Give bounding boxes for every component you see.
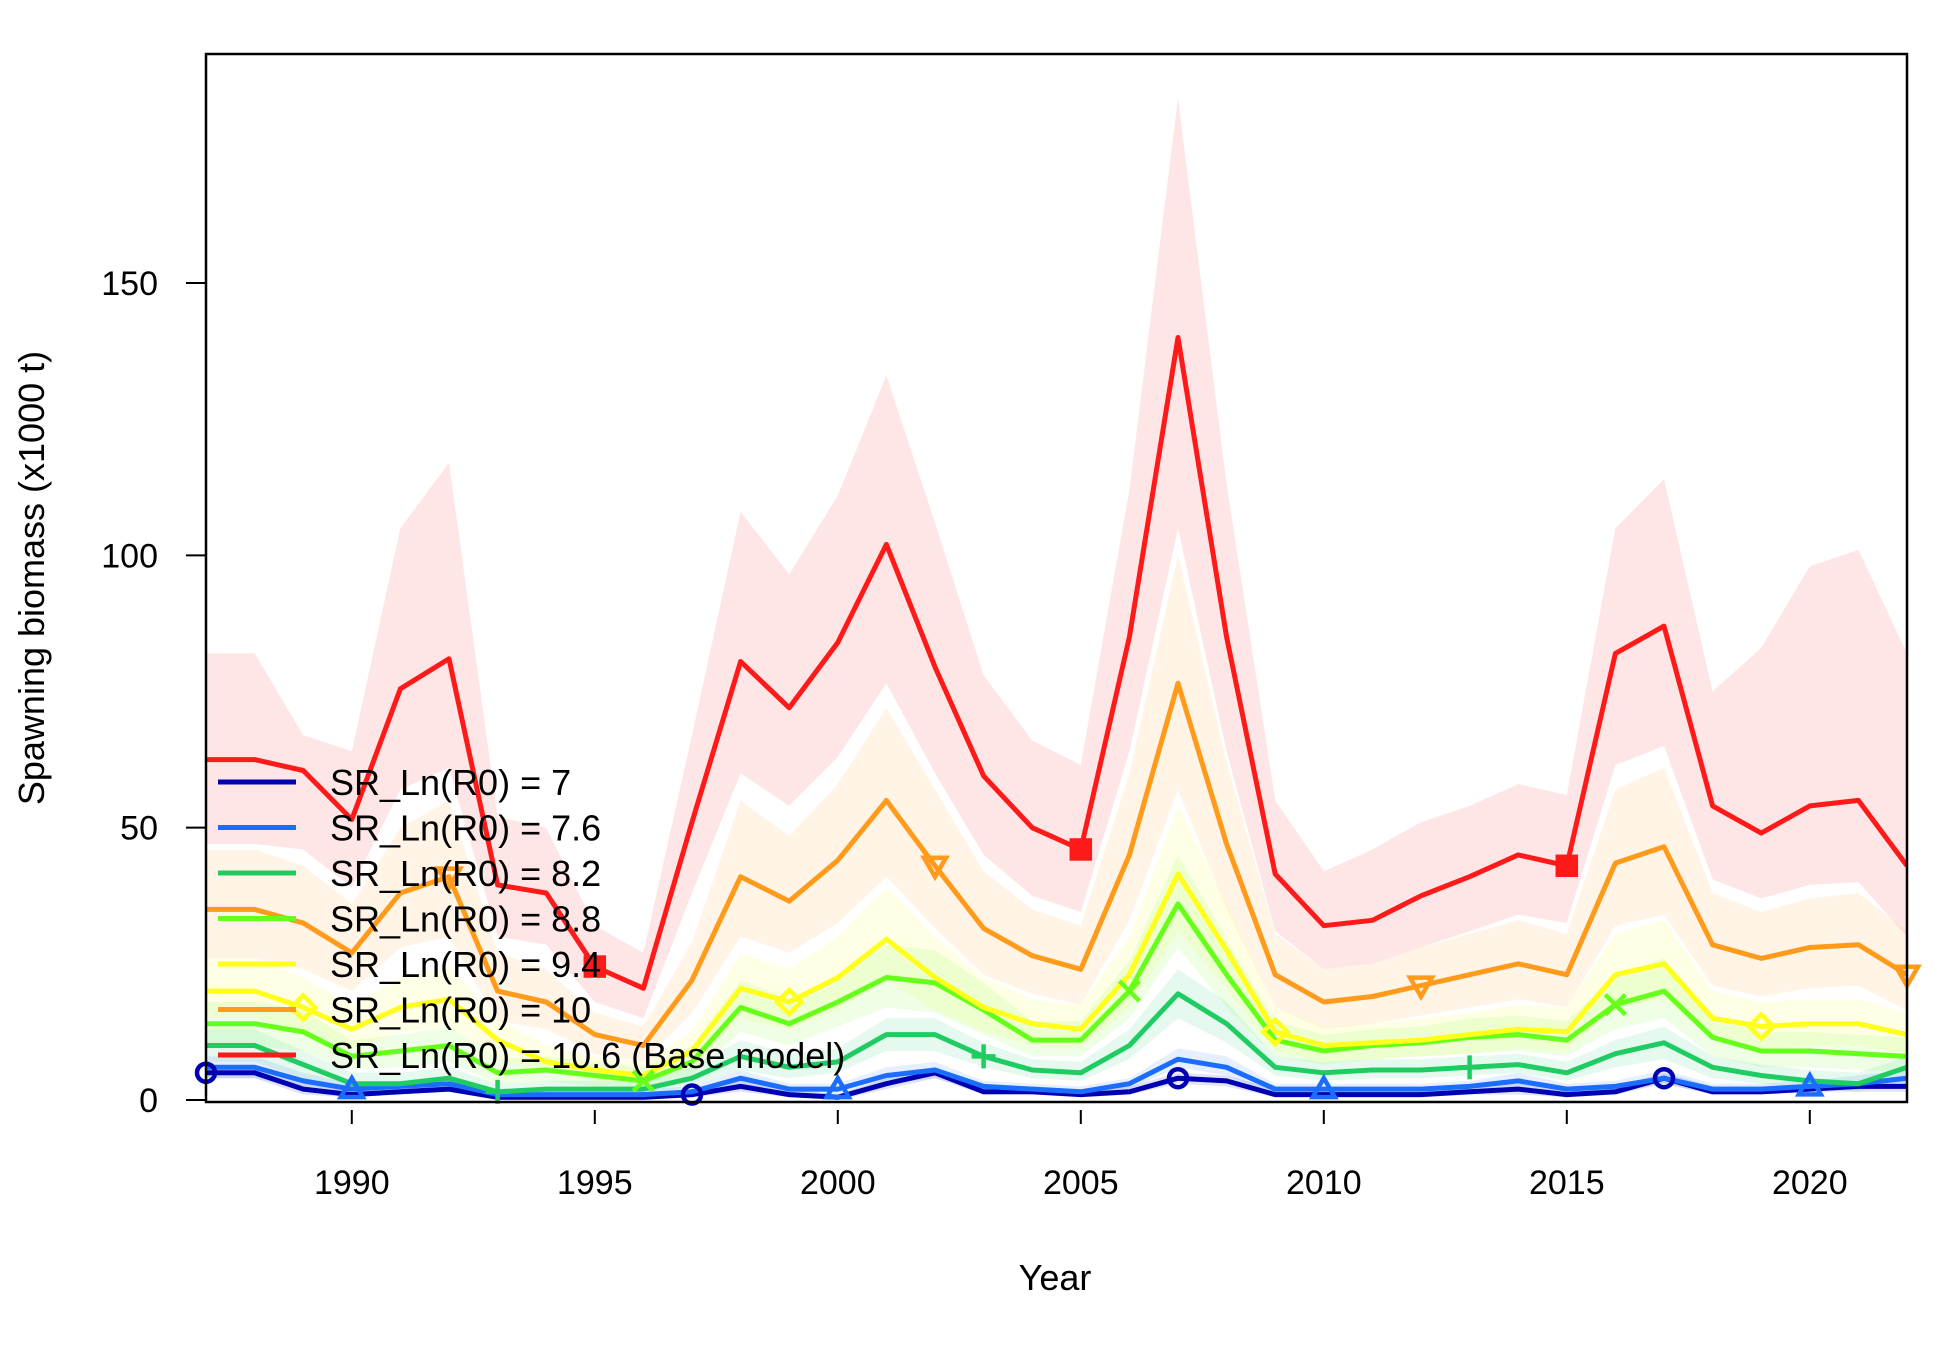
marker-sr-ln-r0-9-4 (1746, 1011, 1777, 1042)
marker-sr-ln-r0-7-6 (1308, 1073, 1339, 1100)
x-tick-label: 1990 (314, 1164, 390, 1202)
x-axis-title: Year (1019, 1257, 1092, 1298)
line-sr-ln-r0-8-2 (206, 991, 1907, 1095)
band-sr-ln-r0-10-6-base-model (206, 97, 1907, 1019)
marker-sr-ln-r0-8-2 (971, 1044, 996, 1069)
marker-sr-ln-r0-10 (920, 855, 950, 882)
band-sr-ln-r0-8-8 (206, 854, 1907, 1090)
x-tick-label: 1995 (557, 1164, 633, 1202)
x-tick-label: 2010 (1286, 1164, 1362, 1202)
marker-sr-ln-r0-9-4 (774, 986, 805, 1018)
legend-label-sr-ln-r0-8-8: SR_Ln(R0) = 8.8 (330, 899, 601, 940)
legend-label-sr-ln-r0-10: SR_Ln(R0) = 10 (330, 990, 591, 1031)
y-tick-label: 150 (101, 265, 158, 303)
marker-sr-ln-r0-7 (680, 1083, 704, 1106)
marker-sr-ln-r0-7-6 (336, 1073, 367, 1100)
x-tick-label: 2020 (1772, 1164, 1848, 1202)
y-tick-label: 100 (101, 537, 158, 575)
marker-sr-ln-r0-7-6 (1794, 1070, 1825, 1097)
marker-sr-ln-r0-9-4 (288, 992, 319, 1023)
line-sr-ln-r0-7 (206, 1070, 1907, 1100)
marker-sr-ln-r0-7-6 (822, 1073, 853, 1100)
marker-sr-ln-r0-10 (434, 866, 464, 893)
y-axis-title: Spawning biomass (x1000 t) (11, 351, 52, 805)
marker-sr-ln-r0-8-8 (1117, 979, 1141, 1003)
marker-sr-ln-r0-9-4 (1260, 1016, 1291, 1048)
marker-sr-ln-r0-10-6-base-model (583, 955, 607, 978)
y-axis: 0 50 100 150 (101, 265, 206, 1120)
legend-label-sr-ln-r0-7: SR_Ln(R0) = 7 (330, 762, 571, 803)
legend-label-sr-ln-r0-8-2: SR_Ln(R0) = 8.2 (330, 853, 601, 894)
legend-label-sr-ln-r0-10-6-base-model: SR_Ln(R0) = 10.6 (Base model) (330, 1035, 845, 1076)
y-tick-label: 0 (139, 1082, 158, 1120)
marker-sr-ln-r0-10-6-base-model (1555, 854, 1579, 878)
series-lines (206, 335, 1907, 1100)
marker-sr-ln-r0-8-8 (1603, 993, 1627, 1017)
legend-label-sr-ln-r0-7-6: SR_Ln(R0) = 7.6 (330, 808, 601, 849)
y-tick-label: 50 (120, 810, 158, 848)
marker-sr-ln-r0-10-6-base-model (1069, 838, 1093, 861)
series-markers (194, 838, 1922, 1106)
marker-sr-ln-r0-10 (1406, 975, 1436, 1002)
marker-sr-ln-r0-7 (1166, 1066, 1190, 1090)
band-sr-ln-r0-9-4 (206, 805, 1907, 1084)
x-tick-label: 2000 (800, 1164, 876, 1202)
x-axis: 1990 1995 2000 2005 2010 2015 2020 (314, 1110, 1848, 1202)
line-sr-ln-r0-10 (206, 680, 1907, 1048)
marker-sr-ln-r0-8-2 (1457, 1055, 1482, 1080)
marker-sr-ln-r0-8-8 (631, 1069, 655, 1093)
band-sr-ln-r0-10 (206, 555, 1907, 1062)
line-sr-ln-r0-8-8 (206, 901, 1907, 1084)
x-tick-label: 2005 (1043, 1164, 1119, 1202)
plot-frame (204, 52, 1909, 1104)
legend-label-sr-ln-r0-9-4: SR_Ln(R0) = 9.4 (330, 944, 601, 985)
marker-sr-ln-r0-8-2 (485, 1079, 510, 1104)
line-sr-ln-r0-9-4 (206, 871, 1907, 1078)
marker-sr-ln-r0-7 (1652, 1066, 1676, 1090)
legend: SR_Ln(R0) = 7SR_Ln(R0) = 7.6SR_Ln(R0) = … (218, 762, 845, 1076)
line-sr-ln-r0-10-6-base-model (206, 335, 1907, 991)
x-tick-label: 2015 (1529, 1164, 1605, 1202)
